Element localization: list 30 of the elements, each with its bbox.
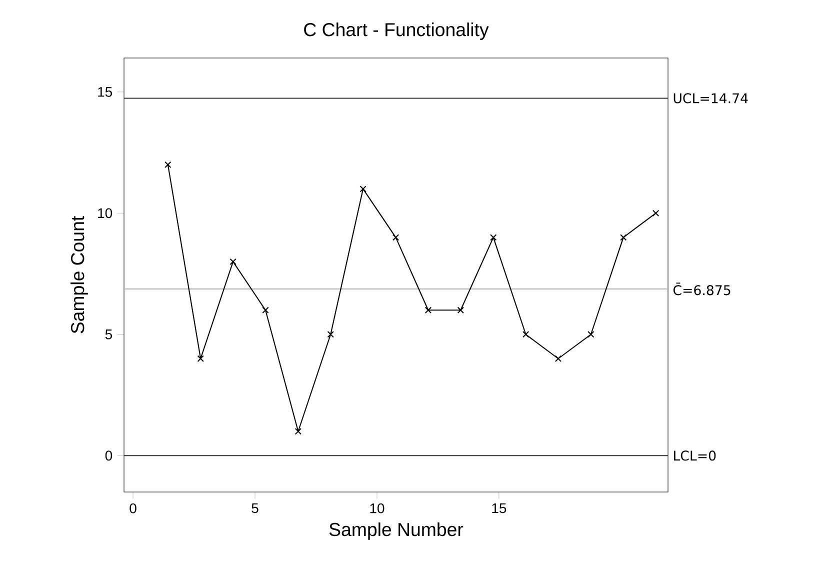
- point: [490, 234, 497, 241]
- x-tick-label: 0: [130, 503, 136, 514]
- point: [230, 258, 236, 266]
- point: [262, 306, 269, 314]
- point: [294, 428, 302, 435]
- point: [164, 161, 172, 168]
- ref-line-label: LCL=0: [674, 450, 716, 461]
- x-axis-title: Sample Number: [329, 522, 464, 540]
- x-tick-label: 10: [370, 503, 384, 514]
- y-tick-label: 5: [105, 330, 112, 340]
- point: [327, 331, 334, 338]
- y-tick-label: 0: [105, 450, 112, 461]
- point: [554, 355, 562, 362]
- point: [360, 186, 366, 192]
- y-tick-label: 15: [98, 87, 112, 97]
- point: [522, 331, 530, 338]
- point: [197, 355, 204, 362]
- point: [588, 331, 594, 338]
- point: [652, 210, 660, 217]
- chart-title: C Chart - Functionality: [304, 22, 489, 40]
- point: [457, 306, 464, 314]
- x-tick-label: 15: [492, 503, 506, 514]
- ref-line-label: C̄=6.875: [673, 282, 730, 296]
- ref-line-label: UCL=14.74: [674, 93, 748, 104]
- point: [424, 306, 432, 314]
- x-tick-label: 5: [252, 503, 258, 514]
- y-tick-label: 10: [98, 208, 112, 218]
- y-axis-title: Sample Count: [70, 216, 88, 334]
- point: [392, 234, 400, 241]
- point: [620, 234, 627, 241]
